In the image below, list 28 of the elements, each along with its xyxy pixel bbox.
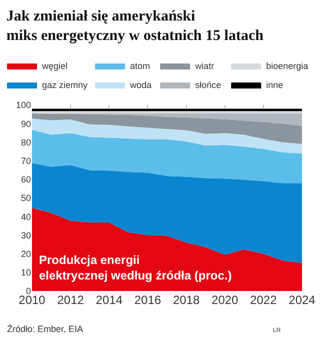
legend-label: gaz ziemny (42, 80, 88, 90)
legend-label: atom (130, 61, 150, 72)
y-tick-label: 50 (20, 193, 31, 204)
y-tick-label: 100 (16, 100, 31, 110)
y-tick-label: 30 (20, 230, 31, 240)
y-tick-label: 90 (20, 118, 31, 129)
y-tick-label: 10 (20, 268, 31, 278)
legend-label: woda (129, 80, 152, 90)
y-tick-label: 40 (20, 212, 31, 222)
y-tick-label: 70 (20, 156, 31, 166)
x-tick-label: 2014 (96, 293, 123, 307)
x-tick-label: 2022 (250, 293, 278, 307)
chart-title: Jak zmieniał się amerykański miks energetyczny w ostatnich 15 latach (6, 8, 264, 44)
annotation: Produkcja energii elektrycznej według źródła (proc.) (39, 253, 232, 283)
legend-label: węgiel (41, 61, 68, 72)
text: Źródło: Ember, EIA (7, 324, 84, 334)
x-tick-label: 2016 (134, 293, 162, 307)
legend-label: bioenergia (266, 61, 308, 72)
y-tick-label: 60 (20, 174, 31, 185)
legend-label: inne (266, 80, 284, 90)
legend-label: wiatr (194, 61, 214, 72)
x-tick-label: 2012 (57, 293, 84, 307)
y-tick-label: 20 (20, 248, 31, 259)
x-tick-label: 2024 (288, 293, 316, 307)
x-tick-label: 2020 (212, 293, 239, 307)
x-tick-label: 2018 (172, 293, 200, 307)
y-tick-label: 80 (20, 137, 31, 148)
legend-label: słońce (195, 80, 222, 90)
